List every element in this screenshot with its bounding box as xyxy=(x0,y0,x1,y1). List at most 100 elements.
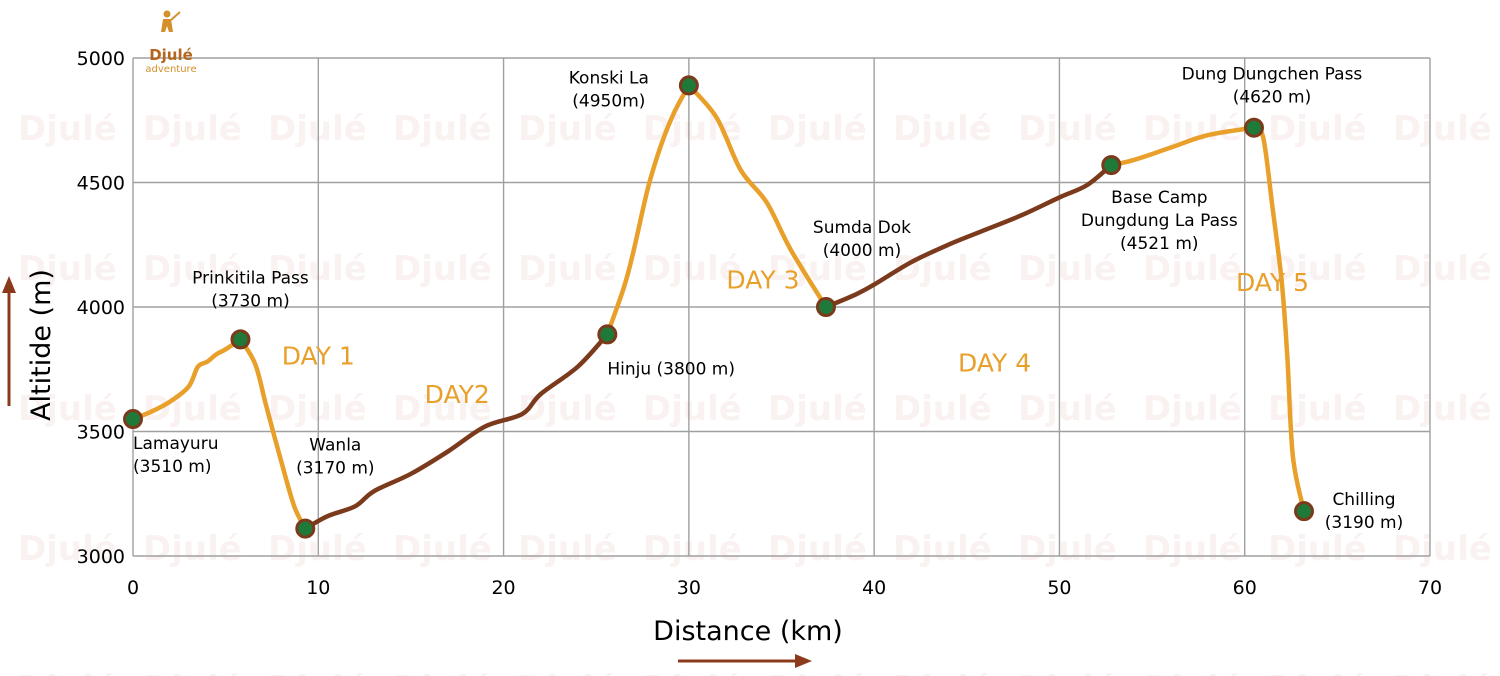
waypoint-label: (3190 m) xyxy=(1325,513,1404,533)
watermark-text: Djulé xyxy=(18,389,117,429)
route-segment-day1 xyxy=(238,337,308,531)
route-segments xyxy=(130,83,1307,531)
waypoint-marker xyxy=(678,75,699,96)
watermark-text: Djulé xyxy=(268,389,367,429)
x-tick-label: 50 xyxy=(1047,577,1071,599)
x-tick-label: 30 xyxy=(677,577,701,599)
logo: Djulé adventure xyxy=(145,10,197,75)
watermark-text: Djulé xyxy=(1393,249,1492,289)
watermark-text: Djulé xyxy=(268,109,367,149)
y-tick-label: 4000 xyxy=(77,297,125,319)
y-axis-arrow xyxy=(2,276,16,406)
watermark-text: Djulé xyxy=(893,529,992,569)
waypoint-label: Dungdung La Pass xyxy=(1081,211,1238,231)
watermark-text: Djulé xyxy=(643,669,742,676)
x-tick-label: 70 xyxy=(1418,577,1442,599)
x-tick-label: 40 xyxy=(862,577,886,599)
watermark-text: Djulé xyxy=(1018,249,1117,289)
watermark-text: Djulé xyxy=(893,389,992,429)
watermark-text: Djulé xyxy=(18,669,117,676)
waypoint-marker xyxy=(295,518,316,539)
y-axis-ticks: 3000 3500 4000 4500 5000 xyxy=(77,48,125,568)
route-segment-day5 xyxy=(1109,125,1257,168)
watermark-text: Djulé xyxy=(143,529,242,569)
watermark-text: Djulé xyxy=(518,109,617,149)
grid-lines xyxy=(132,57,1431,557)
y-tick-label: 4500 xyxy=(77,173,125,195)
waypoint-label: Lamayuru xyxy=(133,434,218,454)
waypoint-label: (4521 m) xyxy=(1120,234,1199,254)
climber-icon xyxy=(161,10,181,32)
watermark-text: Djulé xyxy=(1018,109,1117,149)
watermark-text: Djulé xyxy=(268,669,367,676)
watermark-text: Djulé xyxy=(893,669,992,676)
watermark-text: Djulé xyxy=(1268,109,1367,149)
x-tick-label: 10 xyxy=(306,577,330,599)
waypoint-markers xyxy=(123,75,1315,539)
watermark-text: Djulé xyxy=(518,669,617,676)
watermark-text: Djulé xyxy=(768,529,867,569)
waypoint-marker xyxy=(815,297,836,317)
waypoint-label: (4620 m) xyxy=(1233,88,1312,108)
route-segment-day4 xyxy=(823,162,1114,310)
route-segment-day5 xyxy=(1251,125,1307,514)
watermark-text: Djulé xyxy=(643,249,742,289)
watermark-text: Djulé xyxy=(1018,669,1117,676)
watermark-text: Djulé xyxy=(143,109,242,149)
x-tick-label: 0 xyxy=(127,577,139,599)
watermark-text: Djulé xyxy=(1393,389,1492,429)
watermark-text: Djulé xyxy=(18,249,117,289)
waypoint-marker xyxy=(230,329,251,350)
waypoint-label: Chilling xyxy=(1332,490,1395,510)
watermark-text: Djulé xyxy=(1393,109,1492,149)
watermark-text: Djulé xyxy=(393,249,492,289)
logo-name: Djulé xyxy=(149,46,193,64)
waypoint-label: Hinju (3800 m) xyxy=(607,359,735,379)
waypoint-label: Konski La xyxy=(569,68,649,88)
route-segment-day1 xyxy=(130,337,243,422)
waypoint-label: (3730 m) xyxy=(211,291,290,311)
watermark-text: Djulé xyxy=(268,529,367,569)
watermark-text: Djulé xyxy=(18,529,117,569)
waypoint-label: Base Camp xyxy=(1111,188,1207,208)
watermark-text: Djulé xyxy=(893,109,992,149)
watermark-text: Djulé xyxy=(393,669,492,676)
day-label: DAY 5 xyxy=(1236,268,1309,297)
waypoint-label: (3170 m) xyxy=(296,459,375,479)
watermark-text: Djulé xyxy=(1393,529,1492,569)
watermark-text: Djulé xyxy=(1268,249,1367,289)
watermark-text: Djulé xyxy=(1143,249,1242,289)
watermark-text: Djulé xyxy=(768,249,867,289)
watermark-text: Djulé xyxy=(518,249,617,289)
watermark-text: Djulé xyxy=(643,389,742,429)
watermark-text: Djulé xyxy=(643,529,742,569)
watermark-text: Djulé xyxy=(1018,529,1117,569)
day-label: DAY2 xyxy=(425,380,490,409)
route-segment-day3 xyxy=(686,83,829,310)
watermark-text: Djulé xyxy=(1143,109,1242,149)
watermark-text: Djulé xyxy=(1268,669,1367,676)
watermark-text: Djulé xyxy=(1143,529,1242,569)
route-segment-day3 xyxy=(605,83,692,337)
watermark-text: Djulé xyxy=(768,109,867,149)
day-label: DAY 4 xyxy=(958,349,1031,378)
watermark-text: Djulé xyxy=(1018,389,1117,429)
waypoint-label: Prinkitila Pass xyxy=(192,268,309,288)
waypoint-labels: Lamayuru (3510 m) Prinkitila Pass (3730 m) W… xyxy=(133,65,1403,533)
route-segment-day2 xyxy=(303,332,610,531)
waypoint-label: Dung Dungchen Pass xyxy=(1182,65,1363,85)
waypoint-label: (4000 m) xyxy=(823,241,902,261)
logo-sub: adventure xyxy=(145,64,196,75)
watermark-text: Djulé xyxy=(393,529,492,569)
watermark-text: Djulé xyxy=(18,109,117,149)
day-label: DAY 1 xyxy=(282,341,355,370)
waypoint-label: Sumda Dok xyxy=(813,218,911,238)
watermark-text: Djulé xyxy=(268,249,367,289)
watermark-text: Djulé xyxy=(1143,389,1242,429)
waypoint-marker xyxy=(123,409,143,430)
x-tick-label: 60 xyxy=(1233,577,1257,599)
waypoint-marker xyxy=(1243,117,1264,138)
x-axis-ticks: 0 10 20 30 40 50 60 70 xyxy=(127,577,1442,599)
waypoint-label: (4950m) xyxy=(572,91,645,111)
